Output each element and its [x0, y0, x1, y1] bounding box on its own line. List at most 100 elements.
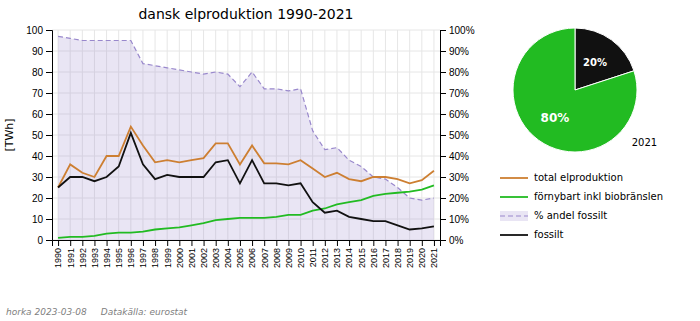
tick-mark	[228, 240, 229, 246]
tick: 2003	[211, 240, 221, 268]
tick-mark	[434, 240, 435, 246]
tick-mark	[440, 198, 446, 199]
tick: 50%	[440, 130, 469, 141]
tick-label: 2013	[332, 248, 342, 268]
tick: 2008	[272, 240, 282, 268]
tick-mark	[46, 135, 52, 136]
tick-label: 50	[32, 130, 44, 141]
tick-mark	[440, 156, 446, 157]
tick-label: 60	[32, 109, 44, 120]
tick: 1999	[163, 240, 173, 268]
tick-mark	[440, 93, 446, 94]
tick-mark	[337, 240, 338, 246]
tick-mark	[82, 240, 83, 246]
tick: 0%	[440, 235, 464, 246]
tick-label: 1993	[90, 248, 100, 268]
tick-mark	[143, 240, 144, 246]
legend-swatch	[500, 215, 528, 216]
tick: 2005	[235, 240, 245, 268]
tick: 30	[32, 172, 52, 183]
line	[58, 133, 434, 230]
tick-mark	[440, 219, 446, 220]
tick-mark	[70, 240, 71, 246]
tick-label: 90	[32, 46, 44, 57]
axis: 0%10%20%30%40%50%60%70%80%90%100%	[440, 25, 475, 246]
pie: 20%80%	[513, 28, 637, 152]
tick-label: 2015	[357, 248, 367, 268]
tick-label: 40%	[449, 151, 469, 162]
annotation: horka 2023-03-08	[6, 307, 87, 317]
legend-swatch	[500, 177, 528, 179]
tick-mark	[373, 240, 374, 246]
axis: 1990199119921993199419951996199719981999…	[53, 240, 441, 268]
tick: 1992	[78, 240, 88, 268]
tick: 80%	[440, 67, 469, 78]
tick-mark	[191, 240, 192, 246]
tick-mark	[46, 30, 52, 31]
tick-label: 10%	[449, 214, 469, 225]
tick: 2004	[223, 240, 233, 268]
chart: 1990199119921993199419951996199719981999…	[0, 0, 700, 321]
tick-label: 2017	[381, 248, 391, 268]
tick-mark	[301, 240, 302, 246]
tick-label: 40	[32, 151, 44, 162]
legend-swatch	[500, 196, 528, 198]
tick: 100%	[440, 25, 475, 36]
tick: 100	[26, 25, 52, 36]
tick-mark	[46, 72, 52, 73]
data-label: 20%	[583, 57, 607, 68]
tick-label: 2010	[296, 248, 306, 268]
tick: 20%	[440, 193, 469, 204]
plot-area	[58, 36, 434, 240]
tick: 1996	[126, 240, 136, 268]
tick-label: 2004	[223, 248, 233, 268]
legend-item: total elproduktion	[500, 172, 623, 183]
tick: 90	[32, 46, 52, 57]
tick-label: 2020	[417, 248, 427, 268]
tick: 30%	[440, 172, 469, 183]
pie-slice	[513, 28, 637, 152]
tick-label: 20%	[449, 193, 469, 204]
tick: 2001	[187, 240, 197, 268]
tick-label: 2014	[344, 248, 354, 268]
tick-mark	[440, 240, 446, 241]
tick-mark	[264, 240, 265, 246]
tick-label: 2009	[284, 248, 294, 268]
tick-mark	[361, 240, 362, 246]
tick: 2000	[175, 240, 185, 268]
tick-mark	[46, 114, 52, 115]
tick-label: 2005	[235, 248, 245, 268]
tick-label: 2012	[320, 248, 330, 268]
title: dansk elproduktion 1990-2021	[138, 6, 353, 22]
legend-label: total elproduktion	[534, 172, 623, 183]
tick: 1991	[66, 240, 76, 268]
line	[58, 36, 434, 200]
tick-label: 2018	[393, 248, 403, 268]
tick: 2012	[320, 240, 330, 268]
legend-item: fossilt	[500, 229, 564, 240]
tick-mark	[46, 198, 52, 199]
tick-mark	[325, 240, 326, 246]
tick-label: 2002	[199, 248, 209, 268]
tick-label: 30%	[449, 172, 469, 183]
tick-mark	[94, 240, 95, 246]
tick-mark	[385, 240, 386, 246]
tick-mark	[440, 30, 446, 31]
pie-title: 2021	[632, 137, 657, 148]
tick-label: 80%	[449, 67, 469, 78]
tick-mark	[204, 240, 205, 246]
tick: 70%	[440, 88, 469, 99]
tick-mark	[440, 114, 446, 115]
tick-mark	[46, 156, 52, 157]
tick-label: 2006	[247, 248, 257, 268]
tick: 1990	[53, 240, 63, 268]
tick-label: 2008	[272, 248, 282, 268]
tick: 2017	[381, 240, 391, 268]
tick-mark	[167, 240, 168, 246]
tick: 2015	[357, 240, 367, 268]
tick: 2011	[308, 240, 318, 267]
tick-mark	[288, 240, 289, 246]
tick-label: 1992	[78, 248, 88, 268]
tick: 2010	[296, 240, 306, 268]
tick-mark	[313, 240, 314, 246]
